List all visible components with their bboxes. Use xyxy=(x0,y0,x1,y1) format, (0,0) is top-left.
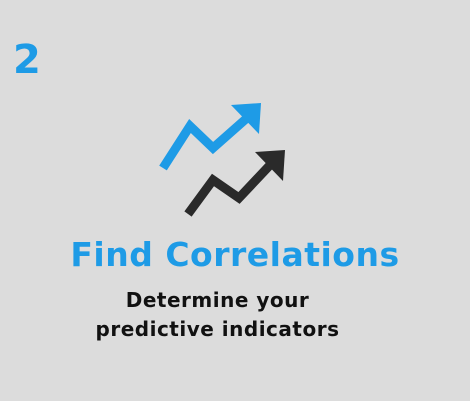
step-number: 2 xyxy=(13,37,41,83)
card-subtitle: Determine your predictive indicators xyxy=(0,286,435,344)
subtitle-line-2: predictive indicators xyxy=(95,317,340,341)
trend-up-arrows-icon xyxy=(159,103,285,217)
subtitle-line-1: Determine your xyxy=(125,288,310,312)
upper-trend-line xyxy=(159,114,250,171)
card-title: Find Correlations xyxy=(70,235,400,274)
upper-arrow-head xyxy=(231,103,261,134)
lower-trend-line xyxy=(184,160,275,217)
lower-arrow-head xyxy=(255,150,285,181)
